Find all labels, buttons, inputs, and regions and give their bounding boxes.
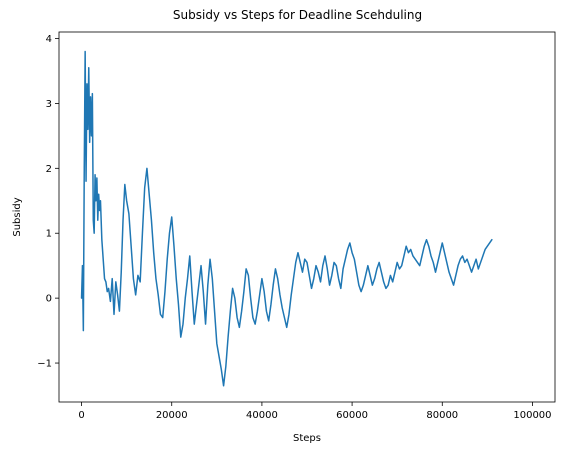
y-tick-label: 4 bbox=[46, 34, 52, 45]
y-tick-label: 0 bbox=[46, 294, 52, 305]
x-tick-label: 100000 bbox=[513, 410, 551, 421]
plot-frame bbox=[58, 31, 556, 403]
y-tick-label: −1 bbox=[37, 359, 52, 370]
y-axis-label: Subsidy bbox=[12, 197, 23, 236]
chart-title: Subsidy vs Steps for Deadline Scehduling bbox=[173, 8, 422, 22]
y-tick-label: 1 bbox=[46, 229, 52, 240]
x-tick-group: 0 20000 40000 60000 80000 100000 bbox=[78, 402, 552, 421]
x-axis-label: Steps bbox=[293, 433, 321, 444]
x-tick-label: 20000 bbox=[156, 410, 188, 421]
y-tick-label: 2 bbox=[46, 164, 52, 175]
y-tick-group: −1 0 1 2 3 4 bbox=[37, 34, 59, 370]
x-tick-label: 60000 bbox=[336, 410, 368, 421]
y-tick-label: 3 bbox=[46, 99, 52, 110]
subsidy-series-line bbox=[80, 50, 493, 387]
x-tick-label: 80000 bbox=[426, 410, 458, 421]
x-tick-label: 40000 bbox=[246, 410, 278, 421]
x-tick-label: 0 bbox=[78, 410, 84, 421]
